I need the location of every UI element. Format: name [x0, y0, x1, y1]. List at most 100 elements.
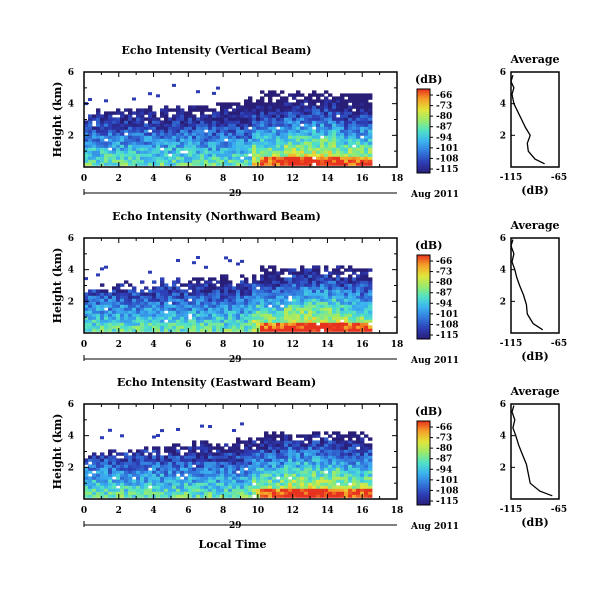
heatmap-cell	[192, 298, 197, 302]
heatmap-cell	[268, 102, 273, 106]
heatmap-cell	[336, 268, 341, 272]
heatmap-cell	[332, 159, 337, 163]
heatmap-cell	[144, 304, 149, 308]
heatmap-cell	[364, 491, 369, 495]
heatmap-cell	[288, 434, 293, 438]
heatmap-cell	[160, 280, 165, 284]
heatmap-cell	[152, 114, 157, 118]
heatmap-cell	[92, 476, 97, 480]
heatmap-cell	[224, 328, 229, 332]
heatmap-cell	[284, 304, 289, 308]
heatmap-cell	[108, 123, 113, 127]
heatmap-cell	[168, 292, 173, 296]
heatmap-cell	[252, 144, 257, 148]
heatmap-cell	[288, 135, 293, 139]
heatmap-cell	[128, 464, 133, 468]
colorbar-unit: (dB)	[415, 239, 442, 252]
heatmap-cell	[344, 135, 349, 139]
heatmap-cell	[84, 304, 89, 308]
colorbar-tick-label: -115	[436, 165, 459, 175]
heatmap-cell	[176, 286, 181, 290]
heatmap-cell	[232, 298, 237, 302]
heatmap-cell	[144, 135, 149, 139]
heatmap-cell	[316, 144, 321, 148]
heatmap-cell	[84, 476, 89, 480]
heatmap-cell	[280, 488, 285, 492]
heatmap-cell	[324, 310, 329, 314]
heatmap-cell	[364, 467, 369, 471]
heatmap-cell	[244, 461, 249, 465]
heatmap-cell	[232, 141, 237, 145]
heatmap-cell	[236, 295, 241, 299]
heatmap-cell	[232, 467, 237, 471]
heatmap-cell	[264, 470, 269, 474]
heatmap-cell	[176, 488, 181, 492]
heatmap-cell	[196, 135, 201, 139]
heatmap-cell	[244, 99, 249, 103]
heatmap-cell	[236, 120, 241, 124]
heatmap-cell	[364, 449, 369, 453]
heatmap-cell	[356, 328, 361, 332]
heatmap-cell	[300, 461, 305, 465]
heatmap-cell	[192, 476, 197, 480]
heatmap-cell	[96, 461, 101, 465]
heatmap-cell	[244, 144, 249, 148]
heatmap-cell	[148, 144, 153, 148]
heatmap-cell	[92, 458, 97, 462]
heatmap-cell	[160, 310, 165, 314]
heatmap-cell	[140, 111, 145, 115]
heatmap-cell	[256, 437, 261, 441]
heatmap-cell	[144, 162, 149, 166]
heatmap-cell	[128, 123, 133, 127]
heatmap-cell	[368, 156, 373, 160]
heatmap-cell	[100, 298, 105, 302]
heatmap-cell	[268, 464, 273, 468]
heatmap-cell	[312, 455, 317, 459]
heatmap-cell	[84, 129, 89, 133]
heatmap-cell	[368, 467, 373, 471]
heatmap-cell	[320, 93, 325, 97]
heatmap-cell	[280, 295, 285, 299]
heatmap-cell	[100, 473, 105, 477]
heatmap-cell	[324, 99, 329, 103]
heatmap-cell	[320, 322, 325, 326]
heatmap-cell	[268, 458, 273, 462]
heatmap-cell	[236, 298, 241, 302]
heatmap-cell	[228, 316, 233, 320]
heatmap-cell	[316, 280, 321, 284]
heatmap-cell	[276, 129, 281, 133]
heatmap-cell	[120, 485, 125, 489]
heatmap-cell	[304, 443, 309, 447]
heatmap-cell	[256, 283, 261, 287]
heatmap-cell	[100, 138, 105, 142]
heatmap-cell	[156, 446, 161, 450]
heatmap-cell	[312, 123, 317, 127]
heatmap-cell	[184, 138, 189, 142]
heatmap-cell	[120, 488, 125, 492]
heatmap-cell	[276, 491, 281, 495]
colorbar-segment	[417, 276, 430, 279]
heatmap-cell	[164, 129, 169, 133]
heatmap-cell	[272, 280, 277, 284]
heatmap-cell	[344, 117, 349, 121]
heatmap-cell	[344, 446, 349, 450]
heatmap-cell	[272, 476, 277, 480]
heatmap-cell	[184, 135, 189, 139]
heatmap-cell	[260, 96, 265, 100]
heatmap-cell	[364, 96, 369, 100]
heatmap-cell	[272, 307, 277, 311]
heatmap-cell	[116, 292, 121, 296]
heatmap-cell	[108, 494, 113, 498]
heatmap-cell	[208, 108, 213, 112]
heatmap-cell	[148, 304, 153, 308]
heatmap-cell	[336, 117, 341, 121]
heatmap-cell	[268, 126, 273, 130]
heatmap-cell	[356, 153, 361, 157]
heatmap-cell	[316, 123, 321, 127]
heatmap-cell	[84, 301, 89, 305]
heatmap-cell	[332, 443, 337, 447]
heatmap-cell	[316, 271, 321, 275]
heatmap-cell	[192, 123, 197, 127]
heatmap-cell	[132, 470, 137, 474]
heatmap-cell	[156, 304, 161, 308]
